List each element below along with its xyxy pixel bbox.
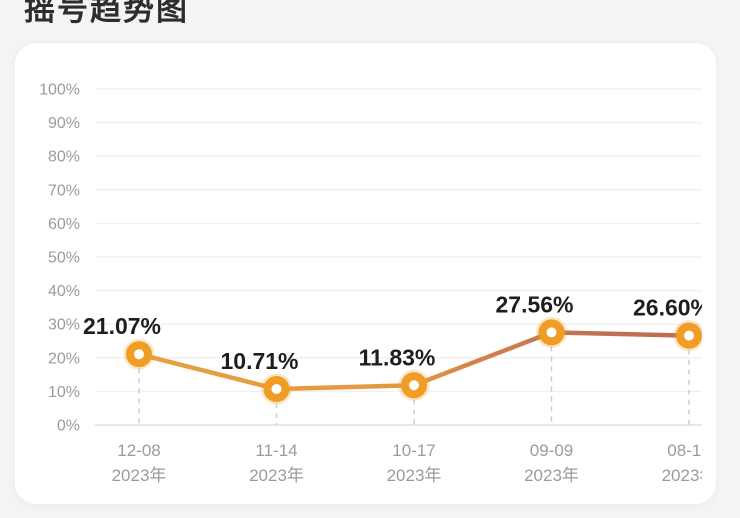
data-point-marker: [401, 372, 427, 399]
x-axis-year-label: 2023年: [662, 466, 702, 485]
data-point-marker: [676, 322, 702, 349]
data-point-halo: [398, 369, 430, 401]
y-axis-tick-label: 20%: [48, 350, 80, 367]
data-point-marker: [538, 319, 565, 346]
y-axis-tick-label: 60%: [48, 216, 80, 233]
x-axis-date-label: 12-08: [117, 441, 160, 460]
y-axis-tick-label: 50%: [48, 250, 80, 267]
x-axis-year-label: 2023年: [112, 466, 167, 485]
data-point-halo: [261, 373, 292, 405]
y-axis-tick-label: 80%: [48, 149, 80, 166]
data-point[interactable]: [123, 338, 155, 370]
data-point-label: 11.83%: [359, 344, 436, 370]
x-axis-date-label: 11-14: [255, 441, 297, 460]
data-point-marker: [263, 376, 290, 403]
x-axis-date-label: 10-17: [392, 441, 435, 460]
y-axis-tick-label: 10%: [48, 384, 80, 401]
data-point-halo: [536, 316, 567, 348]
page-title: 摇号趋势图: [24, 0, 189, 27]
data-point-label: 21.07%: [83, 313, 161, 339]
trend-chart-canvas: 100% 90% 80% 70% 60% 50% 40% 30% 20% 10% 0% 21.07% 1…: [39, 82, 702, 485]
y-axis-tick-label: 0%: [57, 418, 80, 435]
x-axis-year-label: 2023年: [249, 466, 304, 485]
x-axis-date-label: 08-12: [667, 441, 702, 460]
data-point-label: 26.60%: [633, 295, 702, 321]
data-point-label: 10.71%: [220, 348, 298, 374]
x-axis-date-label: 09-09: [530, 441, 573, 460]
y-axis-tick-label: 70%: [48, 182, 80, 199]
data-point[interactable]: [261, 373, 292, 405]
chart-card: 100% 90% 80% 70% 60% 50% 40% 30% 20% 10% 0% 21.07% 1…: [14, 42, 717, 505]
data-point-label: 27.56%: [495, 291, 573, 317]
x-axis-year-label: 2023年: [387, 466, 442, 485]
data-point[interactable]: [673, 320, 702, 352]
y-axis-tick-label: 30%: [48, 317, 80, 334]
y-axis-tick-label: 90%: [48, 115, 80, 132]
trend-chart: 100% 90% 80% 70% 60% 50% 40% 30% 20% 10% 0% 21.07% 1…: [38, 73, 702, 493]
data-point-marker: [126, 341, 152, 368]
data-point[interactable]: [398, 369, 430, 401]
x-axis-year-label: 2023年: [524, 466, 579, 485]
y-axis-tick-label: 100%: [39, 82, 80, 99]
y-axis-tick-label: 40%: [48, 283, 80, 300]
data-point-halo: [123, 338, 155, 370]
data-point-halo: [673, 320, 702, 352]
data-point[interactable]: [536, 316, 567, 348]
